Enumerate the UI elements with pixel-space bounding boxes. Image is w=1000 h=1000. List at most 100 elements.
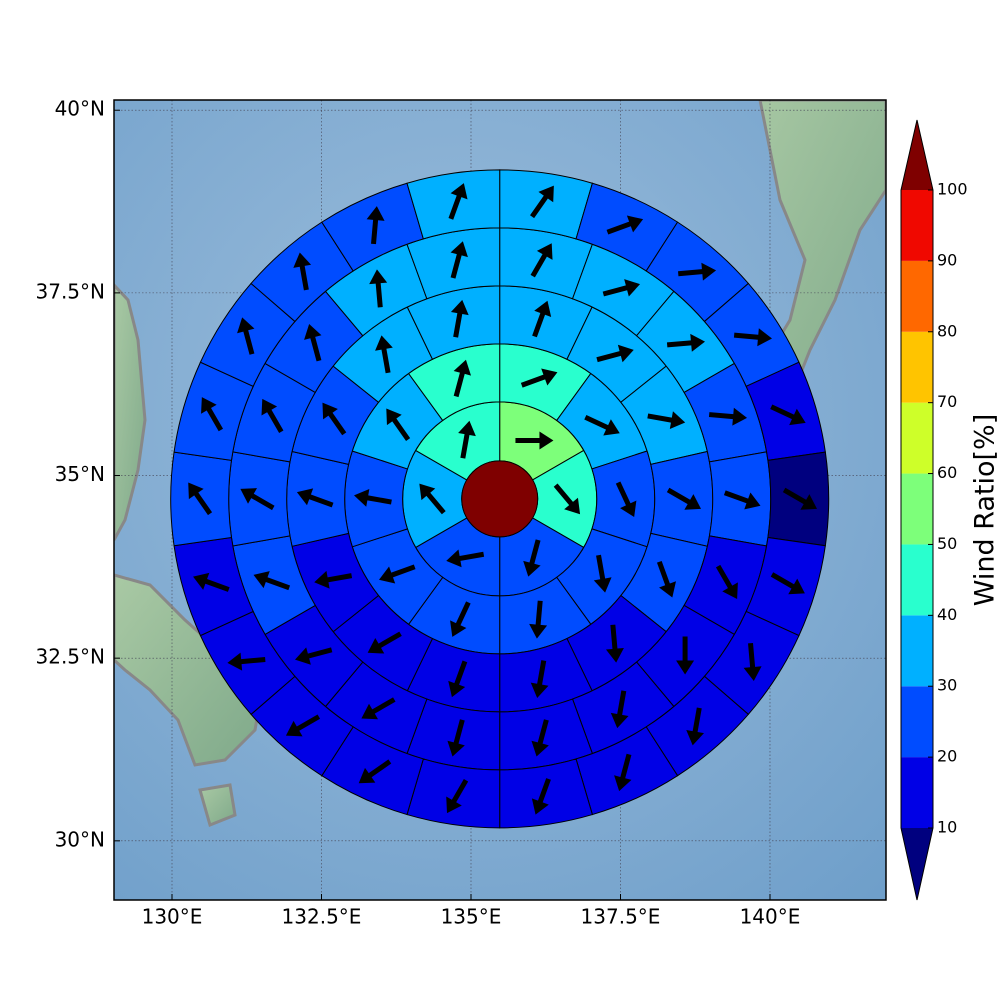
- y-tick-label: 32.5°N: [36, 645, 106, 669]
- colorbar-bin: [901, 757, 933, 828]
- arrows: [188, 183, 818, 815]
- map-frame: [113, 99, 887, 901]
- wind-arrow: [227, 652, 266, 671]
- colorbar-bin: [901, 615, 933, 687]
- y-tick-label: 37.5°N: [36, 279, 106, 303]
- sector: [499, 169, 594, 240]
- land: [198, 783, 237, 828]
- wind-arrow: [378, 564, 416, 584]
- colorbar-tick-label: 50: [937, 534, 957, 553]
- wind-arrow: [201, 397, 224, 432]
- wind-arrow: [666, 487, 702, 510]
- wind-arrow: [531, 778, 551, 815]
- colorbar-tick-label: 60: [937, 463, 957, 482]
- wind-arrow: [450, 601, 471, 637]
- wind-arrow: [515, 431, 554, 450]
- colorbar-bin: [901, 544, 933, 616]
- wind-arrow: [593, 554, 612, 593]
- wind-arrow: [419, 483, 446, 515]
- wind-arrow: [596, 344, 634, 363]
- wind-arrow: [450, 241, 468, 279]
- sector: [406, 758, 501, 829]
- wind-arrow: [369, 269, 388, 308]
- wind-arrow: [446, 549, 485, 568]
- wind-arrow: [193, 572, 230, 592]
- wind-arrow: [285, 714, 321, 737]
- wind-arrow: [296, 488, 334, 508]
- wind-arrow: [354, 488, 392, 507]
- y-tick-label: 40°N: [55, 97, 105, 121]
- colorbar-extend-low: [901, 828, 933, 900]
- wind-arrow: [606, 215, 644, 235]
- wind-arrow: [358, 759, 392, 784]
- sectors: [170, 169, 830, 829]
- y-tick-label: 35°N: [55, 462, 105, 486]
- wind-arrow: [361, 697, 396, 720]
- wind-arrow: [367, 631, 402, 654]
- wind-arrow: [366, 206, 385, 245]
- wind-arrow: [523, 539, 541, 577]
- wind-arrow: [553, 483, 581, 515]
- x-tick-label: 132.5°E: [282, 905, 362, 929]
- colorbar-label: Wind Ratio[%]: [970, 414, 1000, 606]
- colorbar-tick-label: 70: [937, 392, 957, 411]
- colorbar-tick-label: 40: [937, 605, 957, 624]
- colorbar-tick-label: 90: [937, 250, 957, 269]
- ticks: 130°E 132.5°E 135°E 137.5°E 140°E 30°N 32.5°N 3…: [36, 97, 801, 929]
- wind-arrow: [447, 719, 465, 757]
- wind-arrow: [733, 328, 773, 347]
- land: [114, 282, 147, 541]
- wind-arrow: [530, 660, 549, 698]
- sector: [499, 758, 594, 829]
- wind-arrow: [520, 368, 558, 388]
- y-tick-label: 30°N: [55, 827, 105, 851]
- land: [114, 573, 264, 767]
- wind-arrow: [770, 572, 805, 595]
- wind-arrow: [770, 404, 806, 426]
- wind-arrow: [446, 779, 469, 814]
- wind-arrow: [530, 243, 553, 278]
- wind-arrow: [605, 624, 624, 663]
- wind-arrow: [666, 333, 706, 352]
- wind-arrow: [723, 490, 761, 510]
- wind-arrow: [715, 564, 738, 599]
- wind-arrow: [304, 324, 322, 362]
- wind-arrow: [237, 317, 255, 355]
- colorbar-tick-label: 80: [937, 321, 957, 340]
- wind-arrow: [188, 482, 213, 516]
- wind-arrow: [532, 300, 552, 338]
- wind-arrow: [529, 600, 548, 639]
- wind-arrow: [386, 408, 411, 442]
- wind-arrow: [240, 488, 275, 511]
- colorbar-tick-label: 20: [937, 747, 957, 766]
- wind-arrow: [530, 185, 554, 219]
- wind-arrow: [743, 642, 762, 682]
- x-tick-label: 135°E: [441, 905, 502, 929]
- wind-arrow: [448, 660, 468, 698]
- wind-arrow: [584, 414, 620, 436]
- wind-arrow: [686, 707, 704, 746]
- sector: [406, 169, 501, 240]
- center-disk: [461, 460, 539, 538]
- colorbar: 10 20 30 40 50 60 70 80 90 100: [900, 119, 968, 901]
- colorbar-bin: [901, 331, 933, 403]
- wind-arrow: [450, 299, 469, 338]
- wind-arrow: [314, 570, 353, 589]
- wind-arrow: [614, 753, 632, 792]
- wind-arrow: [602, 279, 641, 297]
- colorbar-bin: [901, 473, 933, 545]
- wind-arrow: [322, 402, 347, 436]
- wind-arrow: [294, 647, 333, 665]
- wind-arrow: [647, 411, 686, 429]
- colorbar-tick-label: 30: [937, 676, 957, 695]
- wind-arrow: [615, 481, 637, 518]
- wind-arrow: [708, 407, 748, 426]
- wind-arrow: [458, 420, 476, 459]
- wind-arrow: [448, 183, 468, 220]
- wind-arrow: [253, 571, 291, 591]
- wind-arrow: [676, 636, 695, 675]
- colorbar-tick-label: 100: [937, 180, 968, 199]
- colorbar-tick-label: 10: [937, 818, 957, 837]
- wind-arrow: [782, 487, 818, 510]
